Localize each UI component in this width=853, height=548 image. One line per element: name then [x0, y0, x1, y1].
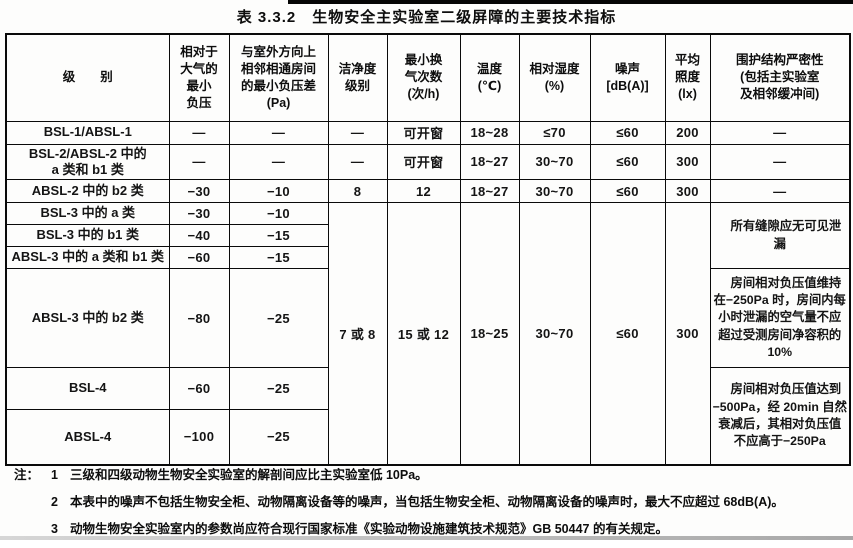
table-row: BSL-3 中的 a 类 −30 −10 7 或 8 15 或 12 18~25… — [5, 202, 851, 465]
cell-merged-cleanliness: 7 或 8 — [327, 202, 388, 465]
table-row: ABSL-4 −100 −25 — [5, 409, 850, 465]
col-header-cleanliness: 洁净度 级别 — [327, 33, 388, 122]
cell: −25 — [228, 268, 329, 368]
cell: −15 — [228, 224, 329, 247]
col-header-humidity: 相对湿度 (%) — [518, 33, 591, 122]
table-row: BSL-1/ABSL-1 — — — 可开窗 18~28 ≤70 ≤60 200… — [5, 120, 851, 145]
cell: — — [327, 143, 388, 180]
note-line-2: 2 本表中的噪声不包括生物安全柜、动物隔离设备等的噪声，当包括生物安全柜、动物隔… — [14, 494, 851, 511]
cell: — — [228, 143, 329, 180]
table-row: BSL-3 中的 b1 类 −40 −15 — [5, 224, 850, 247]
cell: 300 — [664, 179, 711, 203]
scan-artifact-bottom — [0, 536, 853, 540]
col-header-noise: 噪声 [dB(A)] — [589, 33, 666, 122]
spec-table: 级 别 相对于 大气的 最小 负压 与室外方向上 相邻相通房间 的最小负压差 (… — [5, 33, 851, 466]
cell: ≤70 — [518, 120, 591, 145]
row-label: ABSL-4 — [5, 409, 170, 465]
col-header-min-negative-pressure: 相对于 大气的 最小 负压 — [168, 33, 230, 122]
col-header-min-pressure-diff: 与室外方向上 相邻相通房间 的最小负压差 (Pa) — [228, 33, 329, 122]
cell: — — [709, 120, 851, 145]
table-row: BSL-4 −60 −25 房间相对负压值达到−500Pa，经 20min 自然… — [5, 367, 851, 465]
cell: −25 — [228, 367, 329, 410]
cell: ≤60 — [589, 143, 666, 180]
cell: 30~70 — [518, 143, 591, 180]
cell-merged-temperature: 18~25 — [459, 202, 520, 465]
note-text: 本表中的噪声不包括生物安全柜、动物隔离设备等的噪声，当包括生物安全柜、动物隔离设… — [70, 495, 784, 509]
row-label: ABSL-3 中的 a 类和 b1 类 — [5, 246, 170, 269]
cell: −40 — [168, 224, 230, 247]
note-prefix: 注： — [14, 468, 40, 482]
cell: −15 — [228, 246, 329, 269]
cell: ≤60 — [589, 179, 666, 203]
cell: 18~28 — [459, 120, 520, 145]
note-number: 3 — [51, 522, 58, 536]
cell: 30~70 — [518, 179, 591, 203]
table-title: 表 3.3.2 生物安全主实验室二级屏障的主要技术指标 — [236, 9, 617, 26]
cell: −100 — [168, 409, 230, 465]
scan-artifact-top — [288, 0, 853, 4]
table-row: ABSL-2 中的 b2 类 −30 −10 8 12 18~27 30~70 … — [5, 179, 851, 203]
cell: 可开窗 — [386, 143, 461, 180]
note-line-1: 注： 1 三级和四级动物生物安全实验室的解剖间应比主实验室低 10Pa。 — [14, 467, 851, 484]
cell: — — [168, 143, 230, 180]
cell: 200 — [664, 120, 711, 145]
table-row: ABSL-3 中的 a 类和 b1 类 −60 −15 — [5, 246, 850, 269]
note-number: 1 — [51, 468, 58, 482]
cell: — — [327, 120, 388, 145]
header-row: 级 别 相对于 大气的 最小 负压 与室外方向上 相邻相通房间 的最小负压差 (… — [5, 33, 851, 122]
cell: 可开窗 — [386, 120, 461, 145]
cell-merged-air-changes: 15 或 12 — [386, 202, 461, 465]
cell: — — [709, 143, 851, 180]
cell: — — [709, 179, 851, 203]
col-header-temperature: 温度 (℃) — [459, 33, 520, 122]
cell: −80 — [168, 268, 230, 368]
col-header-class: 级 别 — [5, 33, 170, 122]
cell: −60 — [168, 367, 230, 410]
cell: −30 — [168, 179, 230, 203]
cell: −30 — [168, 202, 230, 225]
row-label: ABSL-2 中的 b2 类 — [5, 179, 170, 203]
cell: 18~27 — [459, 143, 520, 180]
notes-section: 注： 1 三级和四级动物生物安全实验室的解剖间应比主实验室低 10Pa。 2 本… — [14, 467, 851, 548]
cell-enclosure-bsl4: 房间相对负压值达到−500Pa，经 20min 自然衰减后，其相对负压值不应高于… — [709, 367, 851, 465]
note-text: 三级和四级动物生物安全实验室的解剖间应比主实验室低 10Pa。 — [70, 468, 428, 482]
note-number: 2 — [51, 495, 58, 509]
note-line-3: 3 动物生物安全实验室内的参数尚应符合现行国家标准《实验动物设施建筑技术规范》G… — [14, 521, 851, 538]
cell-merged-humidity: 30~70 — [518, 202, 591, 465]
cell: −10 — [228, 179, 329, 203]
cell: — — [168, 120, 230, 145]
row-label: BSL-4 — [5, 367, 170, 410]
cell: — — [228, 120, 329, 145]
row-label: BSL-3 中的 b1 类 — [5, 224, 170, 247]
cell: 12 — [386, 179, 461, 203]
note-text: 动物生物安全实验室内的参数尚应符合现行国家标准《实验动物设施建筑技术规范》GB … — [70, 522, 668, 536]
col-header-illuminance: 平均 照度 (lx) — [664, 33, 711, 122]
cell-merged-noise: ≤60 — [589, 202, 666, 465]
row-label: ABSL-3 中的 b2 类 — [5, 268, 170, 368]
table-row: BSL-2/ABSL-2 中的 a 类和 b1 类 — — — 可开窗 18~2… — [5, 143, 851, 180]
row-label: BSL-2/ABSL-2 中的 a 类和 b1 类 — [5, 143, 170, 180]
col-header-enclosure: 围护结构严密性 (包括主实验室 及相邻缓冲间) — [709, 33, 851, 122]
cell: ≤60 — [589, 120, 666, 145]
table-row: ABSL-3 中的 b2 类 −80 −25 房间相对负压值维持在−250Pa … — [5, 268, 851, 368]
cell: 8 — [327, 179, 388, 203]
cell: −10 — [228, 202, 329, 225]
cell-merged-lux: 300 — [664, 202, 711, 465]
col-header-air-changes: 最小换 气次数 (次/h) — [386, 33, 461, 122]
cell: 18~27 — [459, 179, 520, 203]
cell: 300 — [664, 143, 711, 180]
cell-enclosure-absl3b2: 房间相对负压值维持在−250Pa 时，房间内每小时泄漏的空气量不应超过受测房间净… — [709, 268, 851, 368]
row-label: BSL-1/ABSL-1 — [5, 120, 170, 145]
cell-enclosure-bsl3: 所有缝隙应无可见泄漏 — [709, 202, 851, 269]
cell: −25 — [228, 409, 329, 465]
cell: −60 — [168, 246, 230, 269]
row-label: BSL-3 中的 a 类 — [5, 202, 170, 225]
